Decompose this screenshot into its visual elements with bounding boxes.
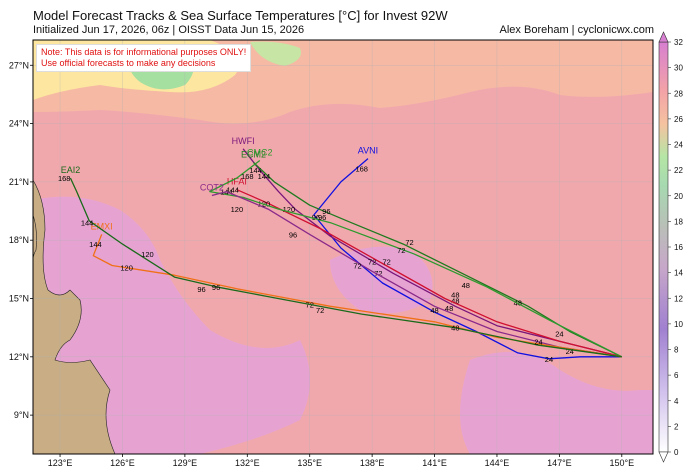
forecast-hour-label: 120	[283, 205, 296, 214]
forecast-hour-label: 96	[197, 285, 205, 294]
colorbar-tick-label: 0	[674, 448, 679, 457]
forecast-hour-label: 72	[374, 269, 382, 278]
lon-label: 129°E	[173, 458, 198, 468]
forecast-hour-label: 48	[445, 304, 453, 313]
chart-title: Model Forecast Tracks & Sea Surface Temp…	[33, 8, 448, 23]
init-subtitle: Initialized Jun 17, 2026, 06z | OISST Da…	[33, 24, 305, 36]
forecast-hour-label: 72	[368, 258, 376, 267]
colorbar-tick-label: 4	[674, 397, 679, 406]
colorbar-tick-label: 22	[674, 166, 683, 175]
lat-label: 24°N	[9, 119, 29, 129]
forecast-hour-label: 72	[383, 258, 391, 267]
track-cmc2	[209, 159, 623, 358]
colorbar-bottom-arrow	[658, 451, 669, 463]
lon-label: 132°E	[235, 458, 260, 468]
forecast-hour-label: 96	[318, 213, 326, 222]
forecast-hour-label: 96	[322, 207, 330, 216]
track-eai2	[69, 177, 622, 358]
forecast-hour-label: 24	[545, 355, 553, 364]
track-emxi	[92, 234, 622, 358]
colorbar-tick-label: 32	[674, 38, 683, 47]
lon-label: 141°E	[422, 458, 447, 468]
colorbar-tick-label: 8	[674, 346, 679, 355]
colorbar-tick-label: 20	[674, 192, 683, 201]
track-name-hfai: HFAI	[227, 177, 247, 187]
track-name-ecm2: ECM2	[241, 149, 266, 159]
green-patch	[250, 41, 301, 66]
philippines-land	[33, 179, 116, 454]
forecast-hour-label: 144	[258, 172, 271, 181]
track-name-cmc2: CMC2	[247, 148, 273, 158]
track-hwfi	[242, 148, 622, 358]
sst-field: AVNI24487296168HWFI4872120144HFAI4872120…	[33, 40, 653, 454]
track-name-emxi: EMXI	[91, 221, 113, 231]
colorbar-tick-label: 6	[674, 371, 679, 380]
forecast-hour-label: 72	[353, 261, 361, 270]
forecast-hour-label: 120	[120, 263, 133, 272]
lon-label: 123°E	[48, 458, 73, 468]
lon-label: 144°E	[485, 458, 510, 468]
colorbar-tick-label: 18	[674, 217, 683, 226]
lon-label: 126°E	[110, 458, 135, 468]
disclaimer-line-2: Use official forecasts to make any decis…	[41, 58, 216, 68]
track-cot2	[211, 190, 622, 358]
forecast-hour-label: 120	[231, 205, 244, 214]
lat-label: 18°N	[9, 235, 29, 245]
colorbar-top-arrow	[658, 31, 669, 43]
forecast-hour-label: 144	[226, 186, 239, 195]
colorbar-tick-label: 24	[674, 141, 683, 150]
disclaimer-box: Note: This data is for informational pur…	[36, 44, 252, 72]
forecast-hour-label: 48	[462, 281, 470, 290]
map-frame	[32, 39, 654, 455]
lat-label: 15°N	[9, 294, 29, 304]
colorbar-tick-label: 30	[674, 64, 683, 73]
forecast-hour-label: 24	[566, 347, 574, 356]
track-name-avni: AVNI	[358, 146, 378, 156]
colorbar-tick-label: 14	[674, 269, 683, 278]
disclaimer-line-1: Note: This data is for informational pur…	[41, 47, 247, 57]
forecast-hour-label: 48	[451, 296, 459, 305]
forecast-hour-label: 72	[397, 246, 405, 255]
lat-label: 9°N	[14, 410, 29, 420]
colorbar-tick-label: 2	[674, 422, 679, 431]
forecast-hour-label: 144	[81, 219, 94, 228]
colorbar-tick-label: 28	[674, 89, 683, 98]
colorbar-tick-label: 12	[674, 294, 683, 303]
lat-label: 27°N	[9, 60, 29, 70]
forecast-hour-label: 24	[534, 337, 542, 346]
lon-label: 147°E	[547, 458, 572, 468]
colorbar-tick-label: 10	[674, 320, 683, 329]
track-name-eai2: EAI2	[61, 165, 81, 175]
forecast-hour-label: 96	[312, 213, 320, 222]
lat-label: 21°N	[9, 177, 29, 187]
lon-label: 150°E	[609, 458, 634, 468]
forecast-hour-label: 96	[212, 283, 220, 292]
forecast-hour-label: 72	[405, 238, 413, 247]
track-hfai	[236, 189, 622, 358]
lat-label: 12°N	[9, 352, 29, 362]
forecast-hour-label: 168	[355, 164, 368, 173]
forecast-hour-label: 48	[451, 291, 459, 300]
forecast-hour-label: 144	[89, 240, 102, 249]
forecast-hour-label: 48	[451, 324, 459, 333]
forecast-hour-label: 24	[555, 329, 563, 338]
forecast-hour-label: 144	[249, 166, 262, 175]
track-name-hwfi: HWFI	[232, 136, 255, 146]
colorbar-tick-label: 16	[674, 243, 683, 252]
colorbar-gradient	[658, 41, 669, 453]
forecast-hour-label: 168	[58, 174, 71, 183]
author-credit: Alex Boreham | cyclonicwx.com	[499, 24, 654, 36]
track-name-cot2: COT2	[200, 182, 224, 192]
forecast-hour-label: 48	[430, 306, 438, 315]
lon-label: 135°E	[297, 458, 322, 468]
forecast-hour-label: 168	[241, 172, 254, 181]
lon-label: 138°E	[360, 458, 385, 468]
track-avni	[313, 158, 622, 360]
forecast-hour-label: 72	[316, 306, 324, 315]
warm-pool-south	[460, 352, 653, 454]
forecast-hour-label: 96	[289, 230, 297, 239]
colorbar-tick-label: 26	[674, 115, 683, 124]
forecast-hour-label: 120	[141, 250, 154, 259]
